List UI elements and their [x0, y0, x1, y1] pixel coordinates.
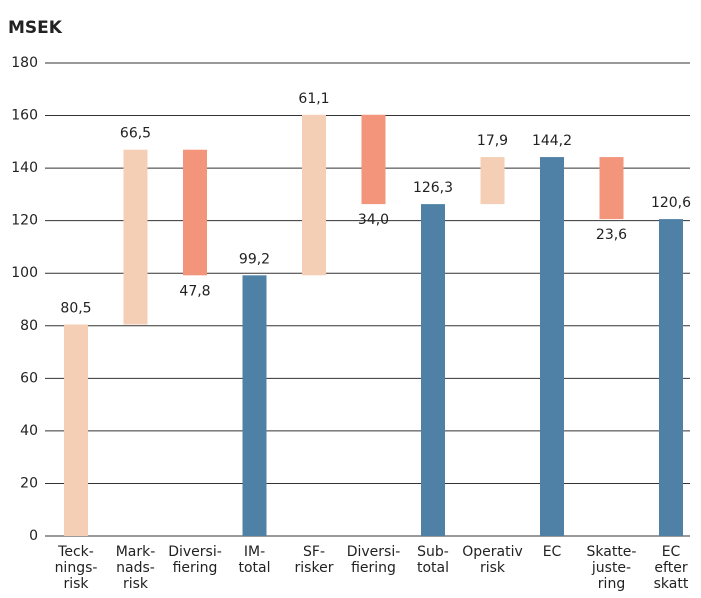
- data-label: 17,9: [477, 133, 508, 149]
- x-tick-label: Operativ risk: [462, 544, 523, 576]
- bar: [540, 157, 564, 536]
- data-label: 66,5: [120, 126, 151, 142]
- bar: [599, 157, 624, 220]
- data-label: 144,2: [532, 133, 572, 149]
- data-label: 80,5: [60, 300, 91, 316]
- data-label: 61,1: [298, 91, 329, 107]
- x-tick-label: SF-risker: [295, 544, 334, 576]
- y-tick-label: 60: [20, 370, 38, 386]
- x-tick-label: Mark-nads-risk: [116, 544, 156, 592]
- y-tick-label: 120: [11, 213, 38, 229]
- bar: [421, 204, 445, 536]
- bar: [480, 157, 505, 205]
- bar: [64, 324, 88, 536]
- bar: [302, 114, 326, 276]
- bar: [123, 149, 148, 325]
- x-tick-label: EC efter skatt: [654, 544, 689, 592]
- x-tick-label: IM-total: [238, 544, 270, 576]
- data-label: 99,2: [239, 251, 270, 267]
- x-tick-label: Skatte-juste-ring: [587, 544, 637, 592]
- x-tick-label: EC: [543, 544, 562, 560]
- data-label: 47,8: [179, 283, 210, 299]
- bar: [242, 275, 267, 536]
- bar: [183, 149, 207, 276]
- y-tick-label: 0: [29, 528, 38, 544]
- y-tick-label: 80: [20, 318, 38, 334]
- y-tick-label: 180: [11, 55, 38, 71]
- y-tick-label: 20: [20, 475, 38, 491]
- data-label: 126,3: [413, 180, 453, 196]
- bar: [659, 219, 683, 536]
- x-tick-label: Diversi-fiering: [168, 544, 222, 576]
- y-tick-label: 40: [20, 423, 38, 439]
- data-label: 120,6: [651, 195, 691, 211]
- y-tick-label: 140: [11, 160, 38, 176]
- data-label: 23,6: [596, 227, 627, 243]
- y-tick-label: 160: [11, 108, 38, 124]
- x-tick-label: Diversi-fiering: [347, 544, 401, 576]
- data-label: 34,0: [358, 212, 389, 228]
- x-tick-label: Sub-total: [417, 544, 449, 576]
- bar: [361, 114, 386, 205]
- y-tick-label: 100: [11, 265, 38, 281]
- chart-title: MSEK: [8, 18, 63, 38]
- x-tick-label: Teck-nings-risk: [55, 544, 98, 592]
